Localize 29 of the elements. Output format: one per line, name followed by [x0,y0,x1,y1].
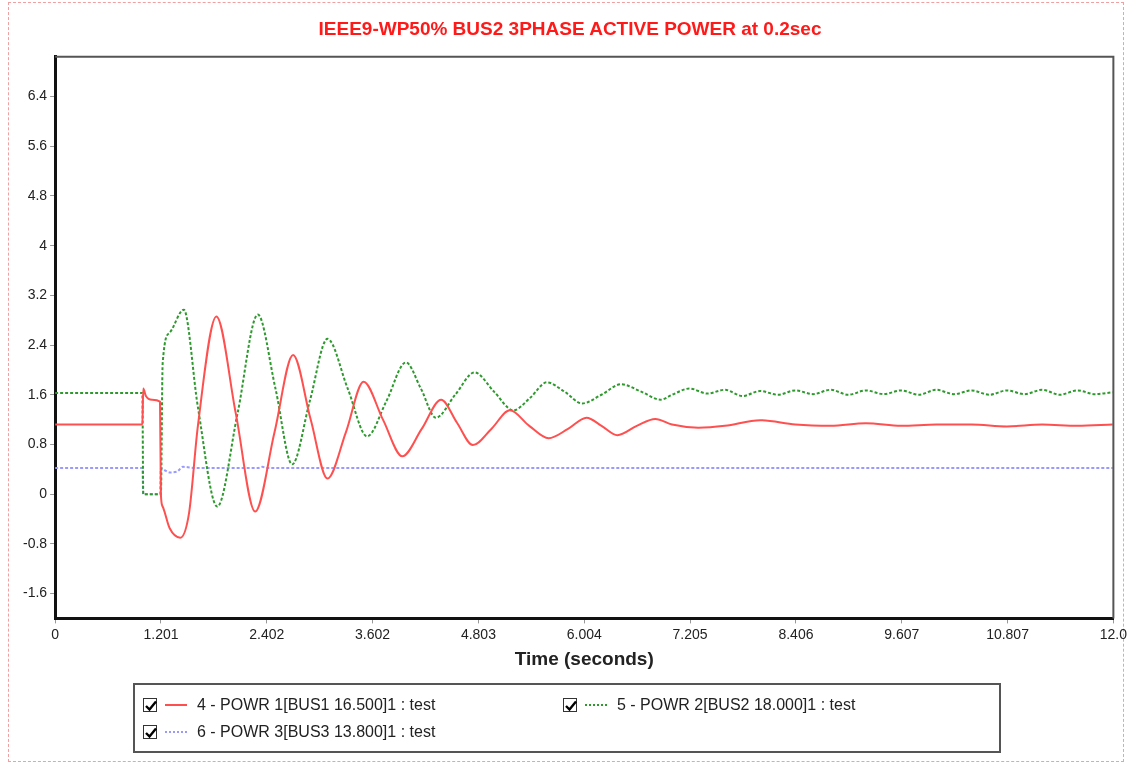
y-tick-label: 6.4 [27,87,48,104]
y-tick-label: -0.8 [23,534,48,551]
x-tick-label: 8.406 [778,625,814,642]
x-tick-label: 0 [51,625,60,642]
line-series [55,315,1114,539]
legend-label: 5 - POWR 2[BUS2 18.000]1 : test [617,695,856,714]
x-tick-label: 6.004 [566,625,602,642]
y-tick-label: 0 [39,485,48,502]
x-tick-label: 3.602 [355,625,391,642]
x-tick-label: 1.201 [143,625,179,642]
y-tick-label: 5.6 [27,137,48,154]
y-tick-label: -1.6 [23,584,48,601]
legend-label: 6 - POWR 3[BUS3 13.800]1 : test [197,722,436,741]
chart-title: IEEE9-WP50% BUS2 3PHASE ACTIVE POWER at 0.2sec [318,17,822,39]
legend-label: 4 - POWR 1[BUS1 16.500]1 : test [197,695,436,714]
x-tick-label: 10.807 [986,625,1030,642]
y-tick-label: 4.8 [27,186,48,203]
y-tick-label: 4 [39,236,48,253]
x-tick-label: 7.205 [672,625,708,642]
x-tick-label: 9.607 [884,625,920,642]
x-tick-label: 12.0 [1099,625,1128,642]
x-tick-label: 4.803 [460,625,497,642]
y-tick-label: 2.4 [27,335,48,352]
y-tick-label: 1.6 [27,385,48,402]
x-axis-title: Time (seconds) [514,647,654,669]
y-tick-label: 0.8 [27,435,48,452]
line-series [55,465,1114,496]
y-tick-label: 3.2 [27,286,48,303]
x-tick-label: 2.402 [249,625,285,642]
